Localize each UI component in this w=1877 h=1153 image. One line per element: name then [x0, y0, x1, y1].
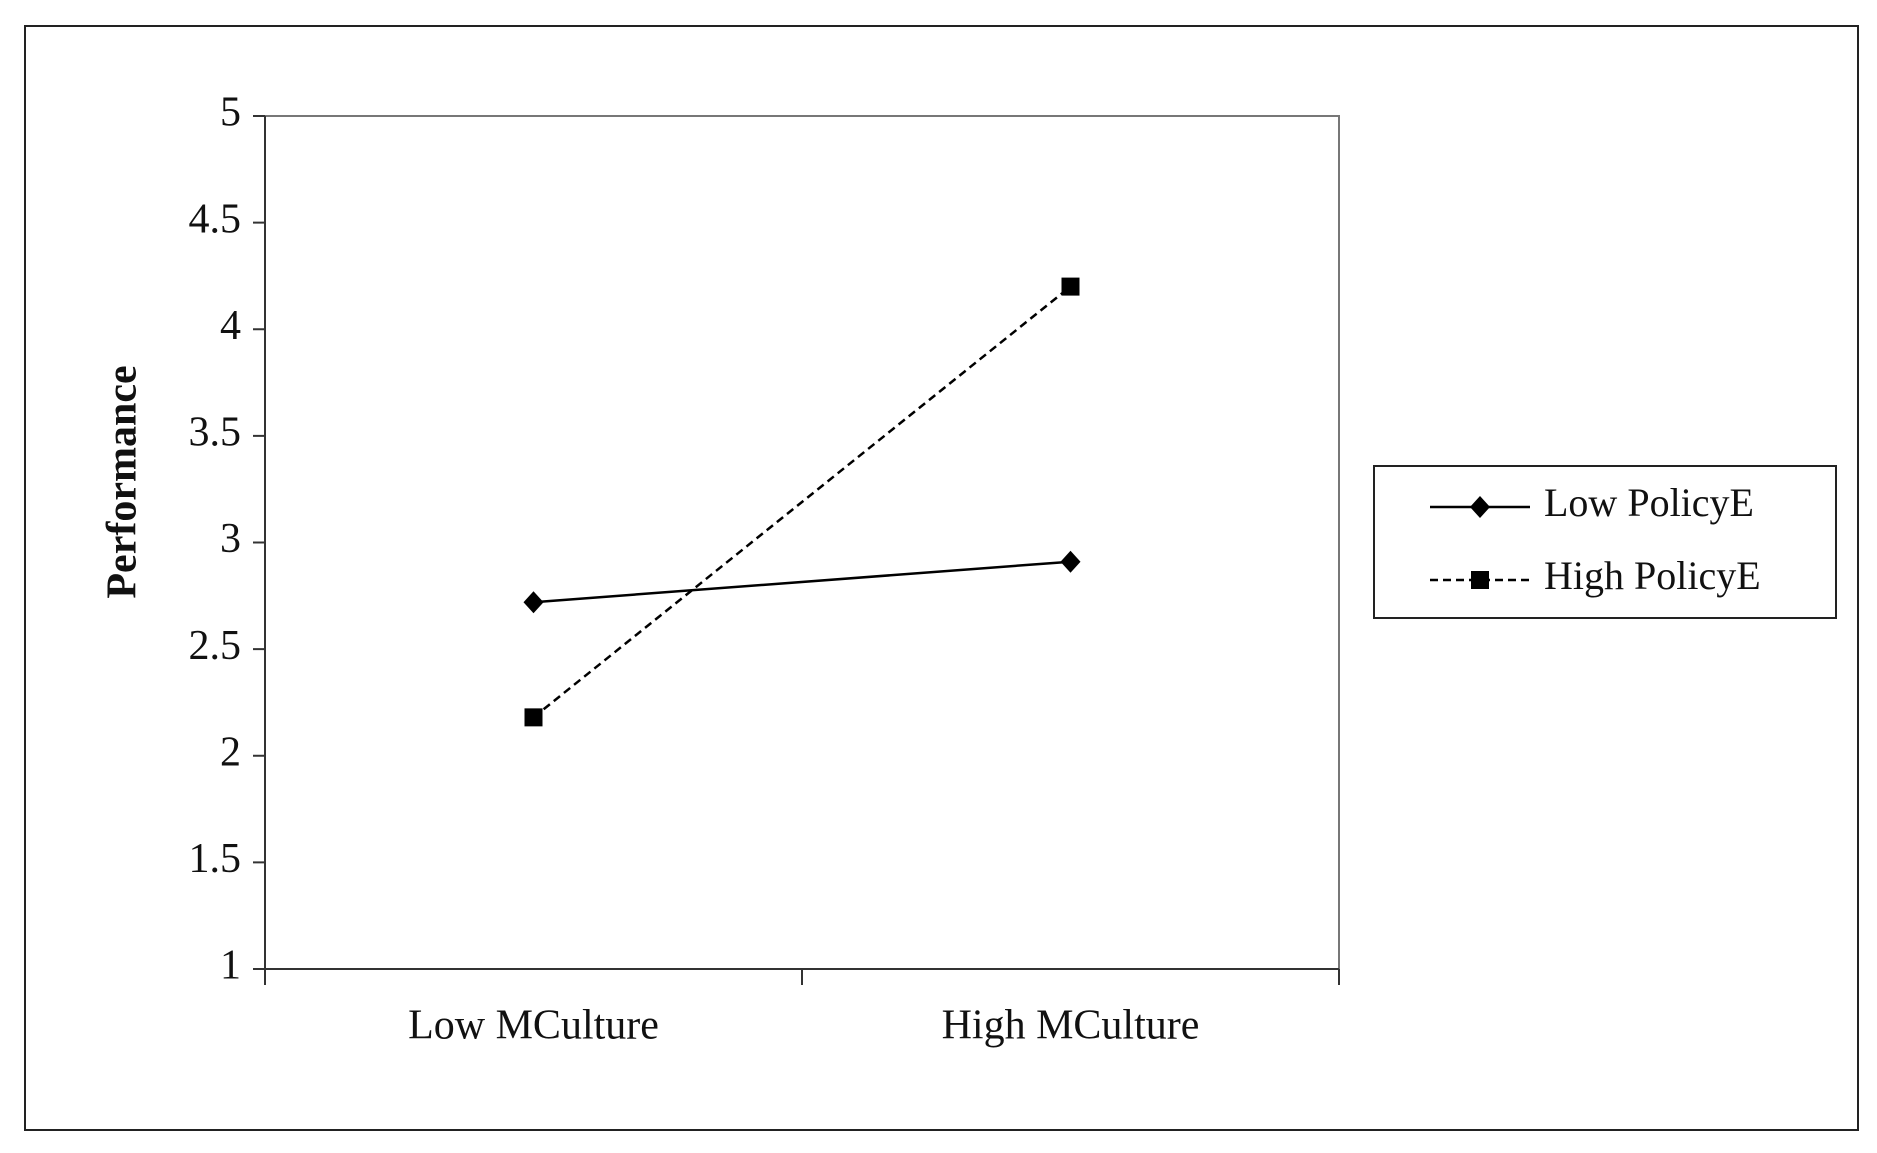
data-point — [1060, 550, 1081, 573]
y-tick-label: 2 — [220, 729, 241, 775]
y-tick-label: 3 — [220, 516, 241, 562]
y-axis-title: Performance — [100, 365, 146, 598]
y-tick-label: 2.5 — [189, 623, 242, 669]
data-point — [1061, 277, 1080, 296]
y-tick-label: 3.5 — [189, 410, 242, 456]
y-tick-label: 1.5 — [189, 836, 242, 882]
series-line-2 — [532, 285, 1072, 719]
legend-marker — [1471, 571, 1489, 589]
y-tick-label: 4 — [220, 303, 241, 349]
y-tick-label: 4.5 — [189, 196, 242, 242]
legend-marker — [1470, 496, 1490, 518]
data-point — [523, 591, 544, 614]
x-tick-label: Low MCulture — [408, 1003, 659, 1049]
data-point — [524, 708, 543, 727]
x-tick-label: High MCulture — [942, 1003, 1200, 1049]
x-axis-ticks: Low MCulture High MCulture — [264, 969, 1340, 1049]
series-line-1 — [533, 560, 1071, 604]
y-axis-ticks: 1 1.5 2 2.5 3 3.5 4 4.5 5 — [189, 90, 265, 989]
series-layer — [523, 277, 1081, 727]
legend-box — [1373, 465, 1837, 619]
legend-label: High PolicyE — [1544, 553, 1761, 598]
legend: Low PolicyE High PolicyE — [1373, 465, 1837, 619]
legend-label: Low PolicyE — [1544, 480, 1754, 525]
y-tick-label: 1 — [220, 943, 241, 989]
y-tick-label: 5 — [220, 90, 241, 136]
